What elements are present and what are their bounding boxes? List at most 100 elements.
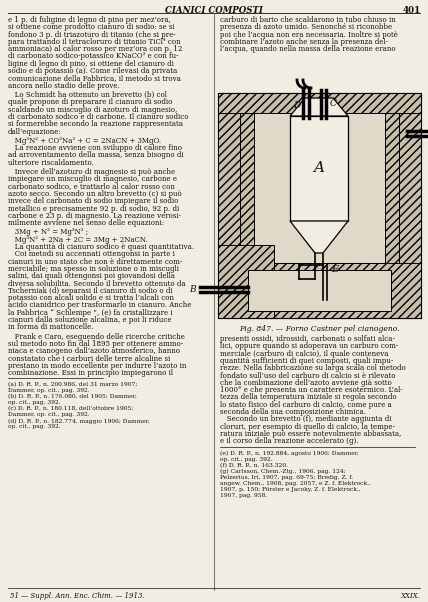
Bar [290,116,348,221]
Text: para trattando il tetracloruro di titanio TiCl⁴ con: para trattando il tetracloruro di titani… [8,38,181,46]
Text: e il corso della reazione accelerato (g).: e il corso della reazione accelerato (g)… [220,437,359,445]
Polygon shape [290,221,348,253]
Text: azoto secco. Secondo un altro brevetto (c) si può: azoto secco. Secondo un altro brevetto (… [8,190,182,198]
Text: prestano in modo eccellente per indurre l’azoto in: prestano in modo eccellente per indurre … [8,362,186,370]
Text: dall’equazione:: dall’equazione: [8,128,62,135]
Text: la Fabbrica “ Schlempe ”, (e) fa cristallizzare i: la Fabbrica “ Schlempe ”, (e) fa cristal… [8,309,172,317]
Text: E: E [331,265,338,275]
Text: (e) D. R. P., n. 192.884, agosto 1906; Dammer,: (e) D. R. P., n. 192.884, agosto 1906; D… [220,450,359,456]
Text: Dammer, op. cit., pag. 392.: Dammer, op. cit., pag. 392. [8,388,89,393]
Text: XXIX.: XXIX. [400,592,420,600]
Text: ad arroventamento della massa, senza bisogno di: ad arroventamento della massa, senza bis… [8,151,184,160]
Text: (d) D. R. P., n. 182.774, maggio 1906; Dammer,: (d) D. R. P., n. 182.774, maggio 1906; D… [8,418,150,424]
Bar [218,93,421,318]
Text: e 1 p. di fuligine di legno di pino per mez’ora,: e 1 p. di fuligine di legno di pino per … [8,16,171,24]
Bar [218,113,240,263]
Text: potassio con alcali solido e si tratta l’alcali con: potassio con alcali solido e si tratta l… [8,294,174,302]
Text: (g) Carlsson, Chem.-Ztg., 1906, pag. 124;: (g) Carlsson, Chem.-Ztg., 1906, pag. 124… [220,468,346,474]
Text: seconda della sua composizione chimica.: seconda della sua composizione chimica. [220,408,366,416]
Text: si formerebbe secondo la reazione rappresentata: si formerebbe secondo la reazione rappre… [8,120,183,128]
Text: merciabile; ma spesso in soluzione o in miscugli: merciabile; ma spesso in soluzione o in … [8,265,179,273]
Text: Tscherniak (d) separasi il cianuro di sodio o di: Tscherniak (d) separasi il cianuro di so… [8,287,172,295]
Text: A: A [313,161,324,175]
Text: impiegare un miscuglio di magnesio, carbone e: impiegare un miscuglio di magnesio, carb… [8,175,177,183]
Text: sul metodo noto fin dal 1895 per ottenere ammo-: sul metodo noto fin dal 1895 per ottener… [8,340,183,348]
Text: comunicazione della Fabbrica, il metodo si trova: comunicazione della Fabbrica, il metodo … [8,75,181,82]
Text: La reazione avviene con sviluppo di calore fino: La reazione avviene con sviluppo di calo… [8,144,182,152]
Text: lo stato fisico del carburo di calcio, come pure a: lo stato fisico del carburo di calcio, c… [220,401,392,409]
Text: carbone e 23 p. di magnesio. La reazione verosi-: carbone e 23 p. di magnesio. La reazione… [8,212,181,220]
Text: cloruri, per esempio di quello di calcio, la tempe-: cloruri, per esempio di quello di calcio… [220,423,395,430]
Text: si ottiene come prodotto cianuro di sodio: se si: si ottiene come prodotto cianuro di sodi… [8,23,175,31]
Text: rezze. Nella fabbricazione su larga scala col metodo: rezze. Nella fabbricazione su larga scal… [220,364,406,372]
Text: sodio e di potassio (a). Come rilevasi da privata: sodio e di potassio (a). Come rilevasi d… [8,67,177,75]
Polygon shape [290,98,348,116]
Text: Lo Schmidt ha ottenuto un brevetto (b) col: Lo Schmidt ha ottenuto un brevetto (b) c… [8,91,167,99]
Bar [240,113,254,263]
Text: ammoniaca) al calor rosso per mez’ora con p. 12: ammoniaca) al calor rosso per mez’ora co… [8,45,182,53]
Text: cianuri dalla soluzione alcalina, e poi li riduce: cianuri dalla soluzione alcalina, e poi … [8,316,172,324]
Text: La quantità di cianuro sodico è quasi quantitativa.: La quantità di cianuro sodico è quasi qu… [8,243,194,251]
Text: Dammer, op. cit., pag. 392.: Dammer, op. cit., pag. 392. [8,412,89,417]
Text: invece del carbonato di sodio impiegare il sodio: invece del carbonato di sodio impiegare … [8,197,178,205]
Text: Frank e Caro, eseguendo delle ricerche critiche: Frank e Caro, eseguendo delle ricerche c… [8,332,185,341]
Text: tezza della temperatura iniziale si regola secondo: tezza della temperatura iniziale si rego… [220,393,397,402]
Text: scaldando un miscuglio di azoturo di magnesio,: scaldando un miscuglio di azoturo di mag… [8,105,177,114]
Text: D: D [293,101,300,110]
Text: op. cit., pag. 392.: op. cit., pag. 392. [220,456,273,462]
Text: Mg³N² + CO³Na² + C = 2NaCN + 3MgO.: Mg³N² + CO³Na² + C = 2NaCN + 3MgO. [8,137,161,145]
Text: merciale (carburo di calcio), il quale conteneva: merciale (carburo di calcio), il quale c… [220,350,389,358]
Bar [399,113,421,263]
Text: metallico e precisamente 92 p. di sodio, 92 p. di: metallico e precisamente 92 p. di sodio,… [8,205,179,213]
Text: presenza di azoto umido. Senonché si riconobbe: presenza di azoto umido. Senonché si ric… [220,23,392,31]
Bar [218,263,421,318]
Text: 1907, p. 150; Förster e Jacoky, Z. f. Elektrock.,: 1907, p. 150; Förster e Jacoky, Z. f. El… [220,486,361,491]
Text: niaca e cianogeno dall’azoto atmosferico, hanno: niaca e cianogeno dall’azoto atmosferico… [8,347,180,355]
Bar [248,270,391,311]
Text: fondono 3 p. di triazoturo di titanio (che si pre-: fondono 3 p. di triazoturo di titanio (c… [8,31,175,39]
Text: combinazione. Essi in principio impiegarono il: combinazione. Essi in principio impiegar… [8,369,173,377]
Text: CIANICI COMPOSTI: CIANICI COMPOSTI [165,6,263,15]
Text: op. cit., pag. 392.: op. cit., pag. 392. [8,424,61,429]
Text: angew. Chem., 1908, pag. 2057, e Z. f. Elektrock.,: angew. Chem., 1908, pag. 2057, e Z. f. E… [220,480,371,485]
Text: diversa solubilita. Secondo il brevetto ottenuto da: diversa solubilita. Secondo il brevetto … [8,279,186,288]
Text: Pelzerius, Iri, 1907, pag. 69-75; Bredig, Z. f.: Pelzerius, Iri, 1907, pag. 69-75; Bredig… [220,474,353,480]
Text: op. cit., pag. 392.: op. cit., pag. 392. [8,400,61,405]
Text: B: B [189,285,196,294]
Text: acido cianidrico per trasformarlo in cianuro. Anche: acido cianidrico per trasformarlo in cia… [8,302,191,309]
Text: Fig. 847. — Forno Castner pel cianogeno.: Fig. 847. — Forno Castner pel cianogeno. [239,325,399,333]
Text: Mg³N² + 2Na + 2C = 3Mg + 2NaCN.: Mg³N² + 2Na + 2C = 3Mg + 2NaCN. [8,236,148,244]
Bar [218,93,421,113]
Text: ulteriore riscaldamento.: ulteriore riscaldamento. [8,159,94,167]
Text: constatato che i carburi delle terre alcaline si: constatato che i carburi delle terre alc… [8,355,170,362]
Text: 51 — Suppl. Ann. Enc. Chim. — 1913.: 51 — Suppl. Ann. Enc. Chim. — 1913. [10,592,145,600]
Text: salini, dai quali ottengonsi poi giovandosi della: salini, dai quali ottengonsi poi giovand… [8,272,175,280]
Text: 3Mg + N² = Mg³N² ;: 3Mg + N² = Mg³N² ; [8,228,88,237]
Text: carburo di bario che scaldarono in tubo chiuso in: carburo di bario che scaldarono in tubo … [220,16,396,24]
Bar [385,113,399,263]
Text: (f) D. R. P., n. 163.320.: (f) D. R. P., n. 163.320. [220,462,288,468]
Bar [254,113,385,263]
Text: ratura iniziale può essere notevolmente abbassata,: ratura iniziale può essere notevolmente … [220,430,401,438]
Text: 1000° e che presenta un carattere esotermico. L’al-: 1000° e che presenta un carattere esoter… [220,386,403,394]
Text: combinare l’azoto anche senza la presenza del-: combinare l’azoto anche senza la presenz… [220,38,388,46]
Text: 401: 401 [403,6,421,15]
Text: milmente avviene nel senso delle equazioni:: milmente avviene nel senso delle equazio… [8,219,164,227]
Text: fondato sull’uso del carburo di calcio si è rilevato: fondato sull’uso del carburo di calcio s… [220,371,395,379]
Text: di carbonato sodico-potassico KNaCO³ e con fu-: di carbonato sodico-potassico KNaCO³ e c… [8,52,178,60]
Text: lici, oppure quando si adoperava un carburo com-: lici, oppure quando si adoperava un carb… [220,343,398,350]
Text: cianuri in uno stato che non è direttamente com-: cianuri in uno stato che non è direttame… [8,258,182,265]
Bar [218,245,274,318]
Text: Invece dell’azoturo di magnesio si può anche: Invece dell’azoturo di magnesio si può a… [8,168,175,176]
Text: 1907, pag. 958.: 1907, pag. 958. [220,492,267,497]
Text: che la combinazione dell’azoto avviene già sotto: che la combinazione dell’azoto avviene g… [220,379,392,387]
Text: presenti ossidi, idrossidi, carbonati o solfati alca-: presenti ossidi, idrossidi, carbonati o … [220,335,395,343]
Text: ligine di legno di pino, si ottiene del cianuro di: ligine di legno di pino, si ottiene del … [8,60,174,68]
Text: Secondo un brevetto (f), mediante aggiunta di: Secondo un brevetto (f), mediante aggiun… [220,415,392,423]
Text: (a) D. R. P., n. 200.986, del 31 marzo 1907;: (a) D. R. P., n. 200.986, del 31 marzo 1… [8,382,137,388]
Text: l’acqua, quando nella massa della reazione erano: l’acqua, quando nella massa della reazio… [220,45,395,53]
Text: quantità sufficienti di quei composti, quali impu-: quantità sufficienti di quei composti, q… [220,357,393,365]
Text: di carbonato sodico e di carbone. Il cianuro sodico: di carbonato sodico e di carbone. Il cia… [8,113,188,121]
Text: poi che l’acqua non era necessaria. Inoltre si potè: poi che l’acqua non era necessaria. Inol… [220,31,398,39]
Bar [218,93,421,318]
